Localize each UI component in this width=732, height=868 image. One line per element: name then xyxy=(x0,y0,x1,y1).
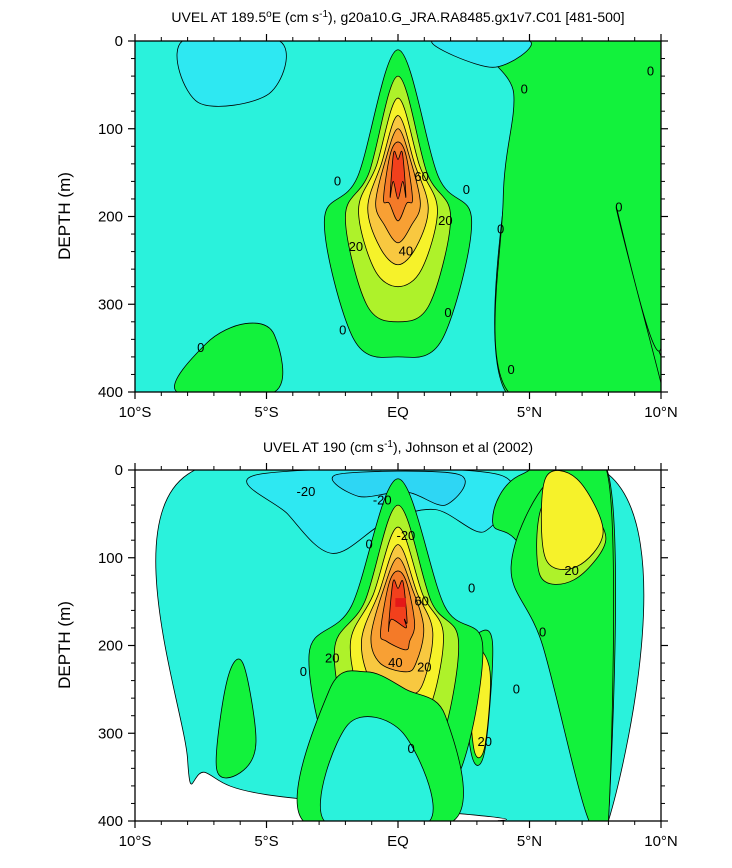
x-tick-label: 5°S xyxy=(254,833,278,850)
top-panel-title: UVEL AT 189.5oE (cm s-1), g20a10.G_JRA.R… xyxy=(171,9,624,25)
top-contour-fill xyxy=(135,41,661,392)
contour-label: 0 xyxy=(365,537,372,552)
bottom-y-axis-label: DEPTH (m) xyxy=(55,601,74,689)
contour-label: 20 xyxy=(325,651,339,666)
contour-0-east xyxy=(482,41,661,392)
contour-neg-west xyxy=(176,41,287,107)
y-tick-label: 200 xyxy=(98,209,123,226)
y-tick-label: 400 xyxy=(98,384,123,401)
contour-label: -20 xyxy=(297,484,316,499)
x-tick-label: 10°N xyxy=(644,404,678,421)
contour-0-sw xyxy=(174,322,284,392)
top-panel: UVEL AT 189.5oE (cm s-1), g20a10.G_JRA.R… xyxy=(55,9,678,421)
contour-label: 0 xyxy=(647,64,654,79)
x-tick-label: 10°S xyxy=(119,404,152,421)
contour-label: 0 xyxy=(339,323,346,338)
x-tick-label: EQ xyxy=(387,833,409,850)
contour-neg-east xyxy=(431,41,532,68)
contour-label: 0 xyxy=(300,664,307,679)
contour-label: 0 xyxy=(521,81,528,96)
contour-label: 60 xyxy=(414,594,428,609)
bottom-panel-title: UVEL AT 190 (cm s-1), Johnson et al (200… xyxy=(263,439,533,455)
contour-0-sw xyxy=(215,658,257,779)
x-tick-label: 10°N xyxy=(644,833,678,850)
top-contour-labels: 0 0 0 0 0 0 0 0 0 0 20 20 40 60 xyxy=(197,64,654,377)
contour-label: -20 xyxy=(373,493,392,508)
x-tick-label: 10°S xyxy=(119,833,152,850)
top-y-axis-label: DEPTH (m) xyxy=(55,172,74,260)
x-tick-label: EQ xyxy=(387,404,409,421)
contour-label: 0 xyxy=(463,182,470,197)
contour-label: -20 xyxy=(396,528,415,543)
contour-label: 0 xyxy=(507,362,514,377)
contour-label: 0 xyxy=(513,681,520,696)
contour-label: 20 xyxy=(417,659,431,674)
contour-label: 0 xyxy=(334,173,341,188)
y-tick-label: 300 xyxy=(98,725,123,742)
contour-label: 40 xyxy=(399,244,413,259)
contour-label: 0 xyxy=(497,222,504,237)
contour-label: 20 xyxy=(349,239,363,254)
y-tick-label: 100 xyxy=(98,121,123,138)
contour-label: 60 xyxy=(414,169,428,184)
x-tick-label: 5°N xyxy=(517,833,542,850)
bottom-contour-labels: -20 -20 -20 0 0 0 0 0 0 20 20 20 20 40 60 xyxy=(297,484,579,756)
contour-label: 0 xyxy=(197,340,204,355)
y-tick-label: 0 xyxy=(115,33,123,50)
x-tick-label: 5°S xyxy=(254,404,278,421)
contour-label: 0 xyxy=(408,741,415,756)
contour-20-east xyxy=(540,470,604,570)
contour-label: 20 xyxy=(478,734,492,749)
bottom-contour-fill xyxy=(135,470,661,821)
x-tick-label: 5°N xyxy=(517,404,542,421)
y-tick-label: 100 xyxy=(98,550,123,567)
contour-label: 0 xyxy=(615,200,622,215)
contour-label: 0 xyxy=(539,624,546,639)
contour-cyan-deep xyxy=(319,716,434,821)
y-tick-label: 400 xyxy=(98,813,123,830)
y-tick-label: 200 xyxy=(98,638,123,655)
contour-label: 0 xyxy=(468,580,475,595)
contour-label: 20 xyxy=(564,563,578,578)
contour-label: 40 xyxy=(388,655,402,670)
y-tick-label: 300 xyxy=(98,296,123,313)
contour-core-max xyxy=(395,598,406,607)
contour-80 xyxy=(389,150,407,200)
bottom-panel: UVEL AT 190 (cm s-1), Johnson et al (200… xyxy=(55,439,678,850)
y-tick-label: 0 xyxy=(115,462,123,479)
contour-label: 20 xyxy=(438,213,452,228)
contour-label: 0 xyxy=(444,305,451,320)
